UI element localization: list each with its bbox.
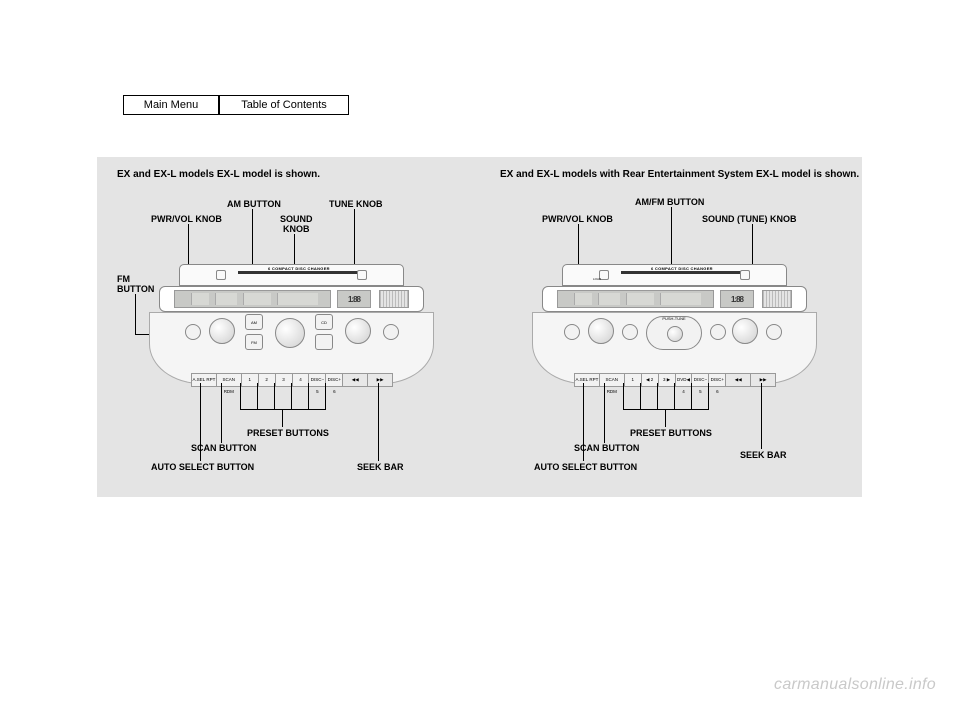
- label-sound-tune: SOUND (TUNE) KNOB: [702, 214, 797, 224]
- radio-display: [174, 290, 331, 308]
- slot-text: 6 COMPACT DISC CHANGER: [268, 266, 330, 271]
- pwr-vol-knob[interactable]: [209, 318, 235, 344]
- label-scan: SCAN BUTTON: [191, 443, 256, 453]
- right-header: EX and EX-L models with Rear Entertainme…: [500, 169, 859, 182]
- label-preset: PRESET BUTTONS: [630, 428, 712, 438]
- load-button[interactable]: LOAD: [599, 270, 609, 280]
- tune-knob[interactable]: [345, 318, 371, 344]
- aux-button[interactable]: [315, 334, 333, 350]
- round-button-r[interactable]: [766, 324, 782, 340]
- preset-4[interactable]: DVD◀ 4: [676, 374, 693, 386]
- preset-3[interactable]: 3 ▶: [659, 374, 676, 386]
- preset-4[interactable]: 4: [293, 374, 310, 386]
- seek-up[interactable]: ▶▶: [751, 374, 775, 386]
- preset-5[interactable]: DISC− 5: [309, 374, 326, 386]
- toc-button[interactable]: Table of Contents: [219, 95, 349, 115]
- preset-6[interactable]: DISC+ 6: [709, 374, 726, 386]
- label-auto-select: AUTO SELECT BUTTON: [151, 462, 254, 472]
- label-am-button: AM BUTTON: [227, 199, 281, 209]
- label-preset: PRESET BUTTONS: [247, 428, 329, 438]
- label-seek-bar: SEEK BAR: [357, 462, 404, 472]
- right-console: LOAD 6 COMPACT DISC CHANGER 1:88: [532, 264, 817, 384]
- preset-6[interactable]: DISC+ 6: [326, 374, 343, 386]
- sound-knob[interactable]: [275, 318, 305, 348]
- slot-text: 6 COMPACT DISC CHANGER: [651, 266, 713, 271]
- auto-select-button[interactable]: A.SEL RPT: [575, 374, 600, 386]
- label-scan: SCAN BUTTON: [574, 443, 639, 453]
- clock-display: 1:88: [337, 290, 371, 308]
- label-pwr-vol: PWR/VOL KNOB: [151, 214, 222, 224]
- left-header: EX and EX-L models EX-L model is shown.: [117, 169, 320, 182]
- fm-button[interactable]: FM: [245, 334, 263, 350]
- watermark: carmanualsonline.info: [774, 676, 936, 694]
- label-auto-select: AUTO SELECT BUTTON: [534, 462, 637, 472]
- round-button-l1[interactable]: [564, 324, 580, 340]
- seek-up[interactable]: ▶▶: [368, 374, 392, 386]
- right-variant: EX and EX-L models with Rear Entertainme…: [480, 157, 862, 497]
- push-tune-text: PUSH-TUNE: [647, 316, 701, 321]
- label-tune-knob: TUNE KNOB: [329, 199, 383, 209]
- main-menu-button[interactable]: Main Menu: [123, 95, 219, 115]
- pwr-vol-knob[interactable]: [588, 318, 614, 344]
- radio-display: [557, 290, 714, 308]
- round-button-r[interactable]: [383, 324, 399, 340]
- am-fm-button[interactable]: [710, 324, 726, 340]
- round-button-l2[interactable]: [622, 324, 638, 340]
- am-button[interactable]: AM: [245, 314, 263, 330]
- label-am-fm: AM/FM BUTTON: [635, 197, 704, 207]
- label-sound-knob: SOUND KNOB: [280, 214, 313, 234]
- left-variant: EX and EX-L models EX-L model is shown. …: [97, 157, 479, 497]
- speaker-grille: [379, 290, 409, 308]
- label-seek-bar: SEEK BAR: [740, 450, 787, 460]
- figure-panel: EX and EX-L models EX-L model is shown. …: [97, 157, 862, 497]
- speaker-grille: [762, 290, 792, 308]
- clock-display: 1:88: [720, 290, 754, 308]
- auto-select-button[interactable]: A.SEL RPT: [192, 374, 217, 386]
- sound-tune-knob[interactable]: [732, 318, 758, 344]
- round-button-l[interactable]: [185, 324, 201, 340]
- seek-down[interactable]: ◀◀: [343, 374, 368, 386]
- preset-5[interactable]: DISC− 5: [692, 374, 709, 386]
- cd-button[interactable]: CD: [315, 314, 333, 330]
- left-console: 6 COMPACT DISC CHANGER 1:88: [149, 264, 434, 384]
- label-pwr-vol: PWR/VOL KNOB: [542, 214, 613, 224]
- preset-3[interactable]: 3: [276, 374, 293, 386]
- seek-down[interactable]: ◀◀: [726, 374, 751, 386]
